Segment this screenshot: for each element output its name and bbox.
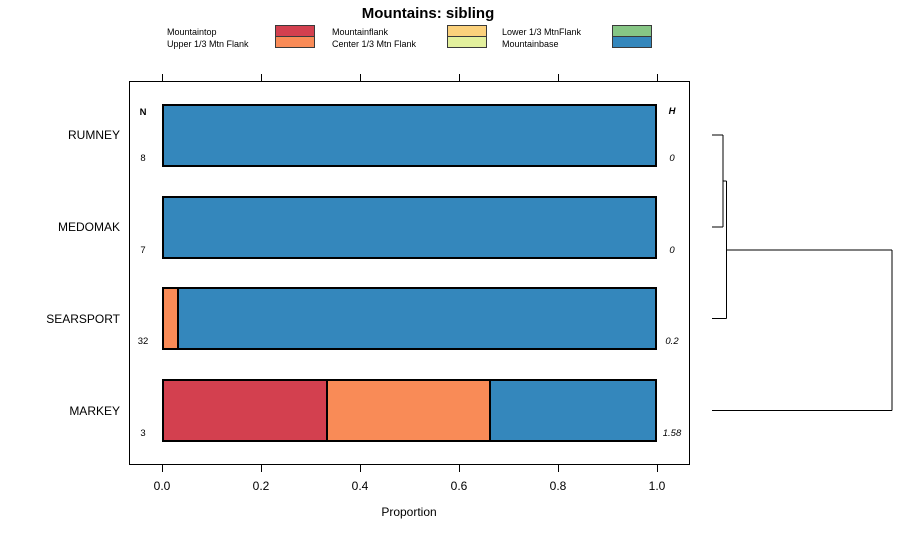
legend-swatches bbox=[612, 25, 652, 48]
chart-title: Mountains: sibling bbox=[361, 5, 495, 22]
bar-segment bbox=[164, 289, 180, 348]
legend-swatch bbox=[275, 36, 315, 48]
legend-swatch bbox=[447, 36, 487, 48]
axis-tick-label: 0.4 bbox=[351, 479, 369, 493]
legend-labels: Mountaintop Upper 1/3 Mtn Flank bbox=[167, 26, 249, 50]
axis-tick-bottom bbox=[360, 465, 361, 472]
axis-tick-top bbox=[261, 74, 262, 81]
category-label: MARKEY bbox=[69, 403, 120, 418]
legend-item-label: Upper 1/3 Mtn Flank bbox=[167, 39, 249, 49]
axis-tick-top bbox=[162, 74, 163, 81]
bar-segment bbox=[164, 197, 655, 257]
category-label: RUMNEY bbox=[67, 128, 120, 142]
legend-labels: Mountainflank Center 1/3 Mtn Flank bbox=[332, 26, 416, 50]
legend-item-label: Center 1/3 Mtn Flank bbox=[332, 39, 417, 49]
h-value: 0 bbox=[669, 244, 675, 256]
axis-tick-top bbox=[657, 74, 658, 81]
h-value: 1.58 bbox=[662, 428, 682, 439]
axis-tick-top bbox=[459, 74, 460, 81]
axis-tick-label: 1.0 bbox=[648, 479, 666, 493]
stacked-bar bbox=[162, 287, 657, 350]
stacked-bar bbox=[162, 379, 657, 442]
stacked-bar bbox=[162, 103, 657, 167]
axis-tick-bottom bbox=[657, 465, 658, 472]
axis-tick-top bbox=[360, 74, 361, 81]
category-label: SEARSPORT bbox=[46, 311, 120, 326]
n-value: 8 bbox=[140, 152, 146, 164]
axis-tick-label: 0.2 bbox=[252, 479, 270, 493]
legend-item-label: Mountainflank bbox=[332, 27, 389, 37]
axis-tick-label: 0.6 bbox=[450, 479, 468, 493]
n-column-header: N bbox=[139, 107, 147, 118]
h-column-header: H bbox=[668, 106, 676, 117]
n-value: 7 bbox=[140, 244, 146, 256]
n-value: 3 bbox=[140, 428, 146, 439]
bar-segment bbox=[179, 289, 655, 348]
legend-item-label: Lower 1/3 MtnFlank bbox=[502, 27, 582, 37]
legend-labels: Lower 1/3 MtnFlank Mountainbase bbox=[502, 26, 581, 50]
legend-item-label: Mountaintop bbox=[167, 27, 217, 37]
bar-segment bbox=[164, 105, 655, 165]
axis-tick-bottom bbox=[459, 465, 460, 472]
bar-segment bbox=[327, 381, 492, 440]
h-value: 0 bbox=[669, 152, 675, 164]
axis-tick-top bbox=[558, 74, 559, 81]
axis-tick-label: 0.0 bbox=[153, 479, 171, 493]
axis-tick-label: 0.8 bbox=[549, 479, 567, 493]
legend-item-label: Mountainbase bbox=[502, 39, 559, 49]
category-label: MEDOMAK bbox=[57, 220, 120, 234]
h-value: 0.2 bbox=[665, 336, 679, 347]
bar-segment bbox=[164, 381, 328, 440]
stacked-bar bbox=[162, 195, 657, 259]
axis-tick-bottom bbox=[261, 465, 262, 472]
axis-tick-bottom bbox=[558, 465, 559, 472]
legend-swatch bbox=[612, 36, 652, 48]
bar-segment bbox=[491, 381, 655, 440]
n-value: 32 bbox=[137, 336, 149, 347]
legend-swatches bbox=[275, 25, 315, 48]
legend-swatches bbox=[447, 25, 487, 48]
axis-tick-bottom bbox=[162, 465, 163, 472]
x-axis-title: Proportion bbox=[381, 505, 437, 519]
